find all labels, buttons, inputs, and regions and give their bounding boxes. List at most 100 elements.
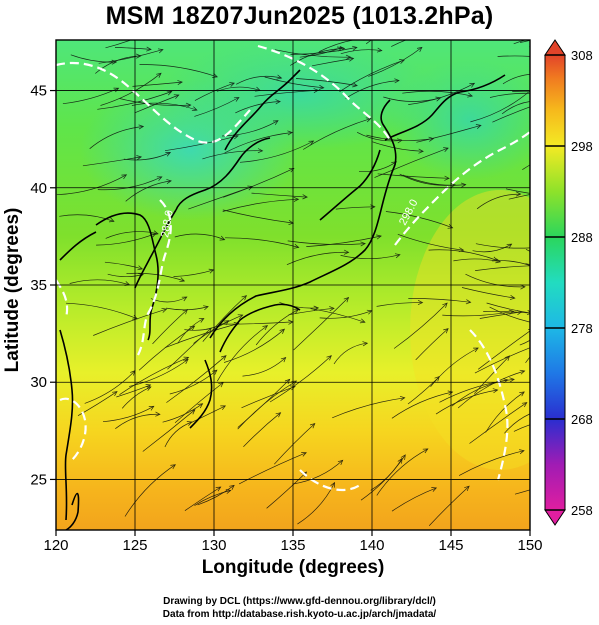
streamline (221, 120, 279, 137)
streamline-arrowhead (287, 130, 294, 136)
streamline (457, 370, 525, 409)
x-axis-label: Longitude (degrees) (201, 557, 385, 578)
streamline-arrowhead (257, 148, 264, 154)
streamline-arrowhead (580, 275, 585, 279)
streamline (428, 485, 470, 526)
credit-data: Data from http://database.rish.kyoto-u.a… (162, 609, 437, 620)
streamline-arrowhead (458, 247, 465, 253)
streamline-arrowhead (532, 411, 537, 415)
streamline (489, 93, 530, 98)
streamline (465, 273, 526, 288)
streamline (439, 379, 515, 403)
streamline (529, 46, 530, 48)
streamline (70, 54, 117, 63)
streamline (274, 423, 316, 465)
streamline (402, 90, 473, 97)
isotherm-contours (56, 44, 530, 492)
streamline-arrowhead (145, 386, 152, 391)
streamline-arrowhead (519, 391, 525, 397)
streamline (297, 482, 335, 525)
streamline (190, 405, 226, 424)
streamline (236, 75, 282, 85)
streamline-arrowhead (540, 342, 545, 346)
streamline-arrowhead (223, 320, 230, 326)
contour-label: 288.0 (159, 209, 176, 238)
streamline-arrowhead (151, 232, 157, 238)
streamline-arrowhead (506, 243, 513, 249)
streamline (504, 413, 530, 434)
streamline (197, 485, 235, 506)
streamline (114, 47, 152, 50)
streamline-arrowhead (520, 284, 526, 290)
streamline (126, 272, 185, 282)
streamline (134, 94, 179, 114)
streamline-arrowhead (450, 182, 457, 188)
streamline (458, 450, 525, 476)
streamline (385, 211, 453, 229)
streamline (115, 413, 160, 429)
streamline (319, 310, 372, 319)
streamline-arrowhead (434, 376, 440, 382)
streamline-arrowhead (443, 328, 449, 334)
streamline-arrowhead (186, 421, 193, 426)
streamline (241, 386, 296, 409)
streamline (475, 265, 530, 271)
wind-streamlines (56, 40, 585, 526)
x-tick-label: 145 (438, 537, 463, 554)
streamline-arrowhead (203, 305, 209, 311)
streamline-arrowhead (293, 243, 300, 249)
streamline (502, 73, 530, 85)
streamline (508, 194, 530, 200)
streamline (306, 235, 382, 247)
streamline (513, 424, 530, 432)
streamline-arrowhead (447, 223, 454, 229)
streamline (416, 124, 481, 143)
streamline (279, 302, 319, 309)
streamline-arrowhead (343, 249, 350, 255)
coastlines (59, 69, 506, 530)
streamline (397, 233, 464, 251)
streamline-arrowhead (161, 307, 168, 313)
streamline-arrowhead (280, 356, 287, 363)
streamline (376, 302, 423, 307)
streamline-arrowhead (428, 136, 435, 142)
cool-region (390, 60, 530, 180)
streamline-arrowhead (326, 355, 332, 361)
streamline-arrowhead (190, 409, 196, 415)
streamline-arrowhead (447, 390, 454, 396)
streamline-arrowhead (329, 306, 335, 312)
streamline (295, 78, 358, 86)
streamline-arrowhead (275, 412, 282, 418)
streamline-arrowhead (509, 377, 515, 383)
streamline (472, 243, 512, 253)
streamline (377, 173, 450, 179)
colorbar-tick-label: 278 (571, 321, 593, 336)
streamline-arrowhead (460, 182, 467, 188)
streamline (56, 174, 127, 196)
streamline (339, 59, 405, 92)
streamline (224, 237, 299, 248)
streamline (402, 174, 466, 186)
x-tick-label: 135 (280, 537, 305, 554)
temperature-field: 298.0 288.0 (56, 40, 585, 530)
streamline-arrowhead (397, 138, 403, 144)
streamline-arrowhead (121, 174, 128, 180)
streamline (519, 339, 530, 346)
streamline-arrowhead (148, 405, 155, 411)
streamline-arrowhead (191, 106, 198, 112)
streamline (286, 251, 349, 266)
streamline-arrowhead (173, 94, 180, 99)
streamline (476, 193, 521, 210)
streamline-arrowhead (495, 258, 502, 264)
streamline-arrowhead (181, 296, 188, 302)
streamline (514, 489, 530, 495)
streamline-arrowhead (185, 102, 192, 108)
isotherm-298 (394, 131, 530, 246)
streamline (166, 355, 227, 403)
streamline (152, 309, 188, 345)
streamline (95, 55, 141, 74)
streamline (100, 72, 162, 106)
streamline-arrowhead (177, 80, 183, 85)
streamline-arrowhead (301, 452, 307, 457)
grid-lines (56, 40, 530, 530)
